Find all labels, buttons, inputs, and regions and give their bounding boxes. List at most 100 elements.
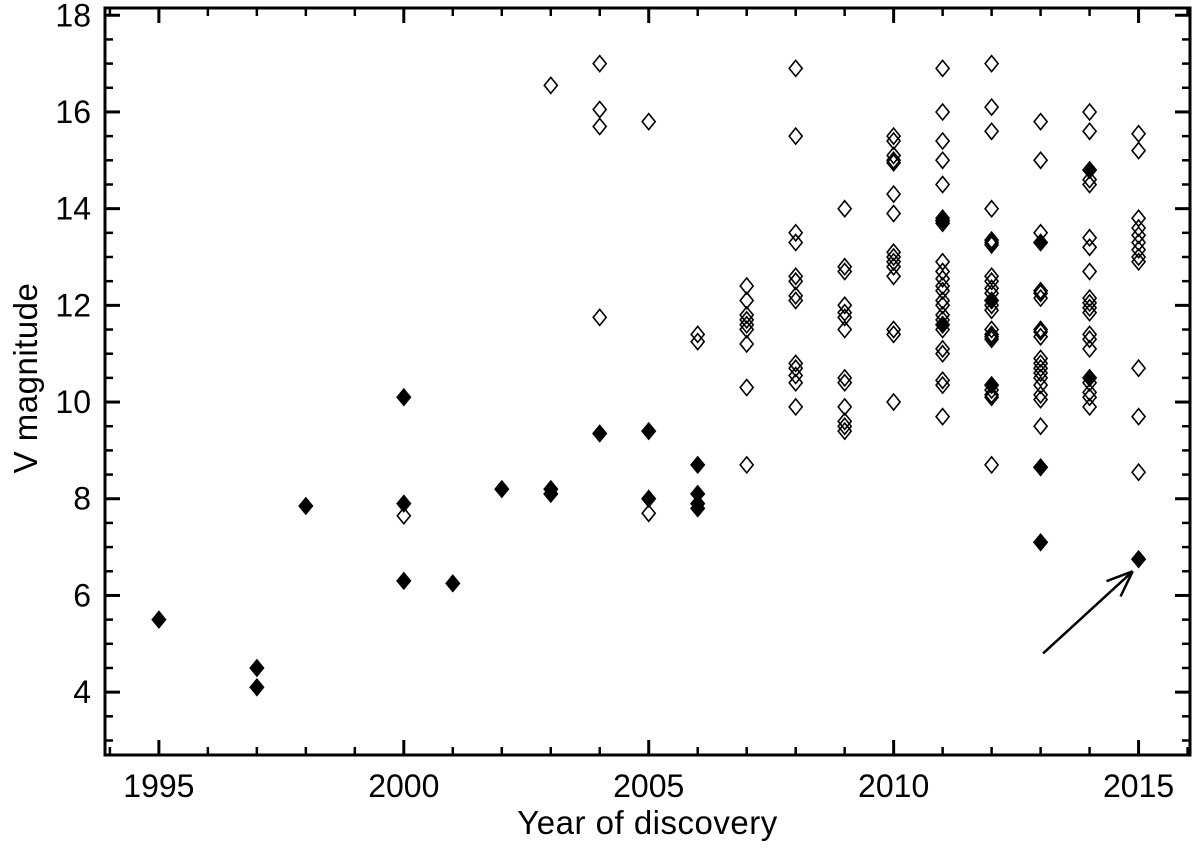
y-tick-label: 8 <box>73 481 91 517</box>
data-point-open <box>1082 339 1098 359</box>
annotation-arrow-shaft <box>1042 570 1134 655</box>
data-point-open <box>739 455 755 475</box>
data-point-filled <box>1081 368 1098 388</box>
data-point-open <box>690 325 706 344</box>
data-point-open <box>1131 233 1147 252</box>
data-point-open <box>935 375 951 395</box>
data-point-open <box>935 59 951 78</box>
data-point-filled <box>641 489 657 508</box>
data-point-filled <box>151 610 167 629</box>
data-point-open <box>935 296 951 315</box>
data-point-filled <box>396 494 412 513</box>
data-point-open <box>1033 322 1049 342</box>
data-point-open <box>1082 175 1098 194</box>
data-point-open <box>1033 151 1049 170</box>
data-point-open <box>984 230 1000 250</box>
data-point-open <box>1033 281 1049 301</box>
data-point-open <box>1033 390 1049 409</box>
data-point-open <box>1131 252 1147 272</box>
data-point-open <box>886 153 902 172</box>
data-point-open <box>837 397 853 417</box>
data-point-open <box>739 334 755 354</box>
data-point-open <box>1082 293 1098 313</box>
data-point-open <box>788 59 804 78</box>
data-point-open <box>739 305 755 325</box>
data-point-filled <box>1032 458 1049 477</box>
data-point-open <box>935 276 951 296</box>
data-point-open <box>1033 363 1049 383</box>
data-point-open <box>886 131 902 151</box>
data-point-filled <box>641 421 657 441</box>
data-point-filled <box>396 571 412 591</box>
y-tick-label: 10 <box>55 384 91 420</box>
data-point-open <box>886 242 902 262</box>
data-point-open <box>935 262 951 281</box>
data-point-open <box>886 320 902 339</box>
data-point-open <box>543 76 559 95</box>
data-point-open <box>1033 223 1049 243</box>
data-point-open <box>788 271 804 291</box>
data-point-open <box>1131 225 1147 245</box>
data-point-open <box>788 366 804 385</box>
data-point-open <box>1082 397 1098 417</box>
data-point-open <box>886 325 902 344</box>
data-point-open <box>886 204 902 223</box>
data-point-open <box>837 368 853 388</box>
data-point-open <box>984 271 1000 291</box>
data-point-open <box>1082 122 1098 141</box>
data-point-open <box>1131 407 1147 426</box>
data-point-open <box>1082 373 1098 392</box>
data-point-open <box>837 373 853 392</box>
data-point-open <box>788 354 804 373</box>
data-point-open <box>837 320 853 339</box>
data-point-open <box>837 257 853 276</box>
data-point-filled <box>983 375 1000 395</box>
data-point-filled <box>298 496 314 516</box>
data-point-open <box>1131 247 1147 267</box>
data-point-filled <box>249 678 265 697</box>
data-point-open <box>935 281 951 301</box>
data-point-filled <box>249 658 265 678</box>
y-tick-label: 14 <box>55 191 91 227</box>
data-point-open <box>788 291 804 310</box>
y-tick-label: 12 <box>55 287 91 323</box>
data-point-open <box>837 412 853 431</box>
data-point-open <box>739 320 755 339</box>
data-point-open <box>935 175 951 194</box>
x-tick-label: 2005 <box>613 768 684 804</box>
data-point-open <box>1082 238 1098 257</box>
data-point-open <box>592 308 608 327</box>
data-point-open <box>739 276 755 296</box>
data-point-open <box>984 320 1000 339</box>
data-point-open <box>935 305 951 325</box>
data-point-open <box>837 421 853 441</box>
data-point-open <box>1131 209 1147 228</box>
y-tick-label: 16 <box>55 94 91 130</box>
data-point-open <box>886 146 902 165</box>
data-point-open <box>984 325 1000 344</box>
annotation-arrow-head <box>1119 570 1134 598</box>
data-point-open <box>788 267 804 286</box>
data-point-open <box>935 320 951 339</box>
data-point-open <box>1131 218 1147 238</box>
data-point-filled <box>445 574 461 593</box>
data-point-open <box>935 339 951 359</box>
data-point-open <box>788 223 804 243</box>
data-point-open <box>1131 240 1147 259</box>
y-tick-label: 6 <box>73 577 91 613</box>
data-point-open <box>837 308 853 327</box>
data-point-open <box>1082 102 1098 122</box>
data-point-filled <box>396 387 412 407</box>
y-tick-label: 18 <box>55 0 91 33</box>
annotation-arrow-head <box>1106 570 1134 583</box>
x-tick-label: 2000 <box>368 768 439 804</box>
data-point-filled <box>690 455 706 475</box>
data-point-open <box>837 296 853 315</box>
data-point-open <box>886 392 902 412</box>
data-point-open <box>788 373 804 392</box>
data-point-open <box>1033 112 1049 131</box>
x-tick-label: 1995 <box>123 768 194 804</box>
data-point-open <box>788 126 804 146</box>
data-point-open <box>984 233 1000 252</box>
data-point-open <box>984 385 1000 405</box>
